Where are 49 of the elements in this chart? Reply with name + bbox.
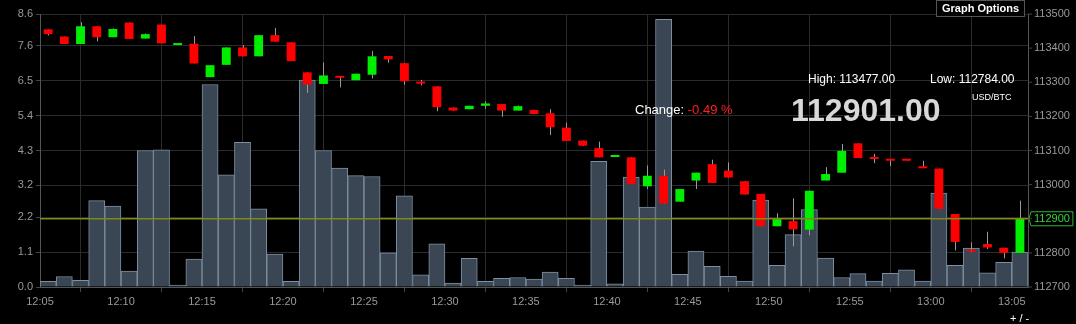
candlestick — [837, 143, 847, 174]
x-tick-label: 12:40 — [593, 294, 621, 307]
x-tick-label: 12:50 — [755, 294, 783, 307]
y-tick-label: 7.6 — [17, 38, 33, 51]
x-tick-label: 12:15 — [188, 294, 216, 307]
x-tick-label: 12:45 — [674, 294, 702, 307]
y-tick-label: 1.1 — [17, 245, 33, 258]
candlestick — [432, 85, 442, 112]
y2-tick-label: 113300 — [1034, 75, 1070, 88]
candlestick — [642, 165, 652, 190]
candlestick — [545, 108, 555, 136]
x-tick-label: 12:20 — [269, 294, 297, 307]
y2-tick-label: 113400 — [1034, 41, 1070, 54]
annotation: Graph Options — [936, 0, 1025, 17]
x-tick-label: 12:05 — [26, 294, 54, 307]
y-tick-label: 3.2 — [17, 178, 33, 191]
candlestick — [189, 35, 199, 64]
candlestick — [561, 122, 571, 142]
y-tick-label: 4.3 — [17, 143, 33, 156]
x-tick-label: 12:35 — [512, 294, 540, 307]
annotation: USD/BTC — [972, 92, 1012, 102]
y2-tick-label: 113200 — [1034, 109, 1070, 122]
candlestick — [707, 159, 717, 184]
y2-tick-label: 112800 — [1034, 245, 1070, 258]
y2-tick-label: 113100 — [1034, 143, 1070, 156]
y2-tick-label: 113500 — [1034, 7, 1070, 20]
y-tick-label: 0.0 — [17, 280, 33, 293]
x-tick-label: 12:25 — [350, 294, 378, 307]
candlestick — [367, 50, 377, 79]
y-tick-label: 5.4 — [17, 108, 33, 121]
candlestick — [319, 61, 328, 85]
x-tick-label: 12:55 — [836, 294, 864, 307]
y-tick-label: 8.6 — [17, 7, 33, 20]
annotation: Low: 112784.00 — [930, 72, 1015, 86]
candlestick — [399, 62, 409, 86]
annotation: High: 113477.00 — [808, 72, 896, 86]
x-tick-label: 13:05 — [998, 294, 1026, 307]
x-tick-label: 12:30 — [431, 294, 459, 307]
y-tick-label: 6.5 — [17, 73, 33, 86]
annotation: 112901.00 — [791, 92, 941, 128]
y2-tick-label: 112900 — [1034, 211, 1070, 224]
candlestick — [788, 197, 798, 247]
y-tick-label: 2.2 — [17, 210, 33, 223]
text: + / - — [1010, 312, 1030, 324]
x-tick-label: 13:00 — [917, 294, 945, 307]
y2-tick-label: 112700 — [1034, 280, 1070, 293]
x-tick-label: 12:10 — [107, 294, 135, 307]
candlestick — [302, 71, 312, 94]
y2-tick-label: 113000 — [1034, 177, 1070, 190]
